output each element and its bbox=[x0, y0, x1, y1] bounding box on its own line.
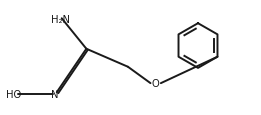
Text: HO: HO bbox=[7, 89, 22, 99]
Text: H₂N: H₂N bbox=[51, 14, 70, 24]
Text: O: O bbox=[151, 78, 159, 88]
Text: N: N bbox=[51, 89, 58, 99]
